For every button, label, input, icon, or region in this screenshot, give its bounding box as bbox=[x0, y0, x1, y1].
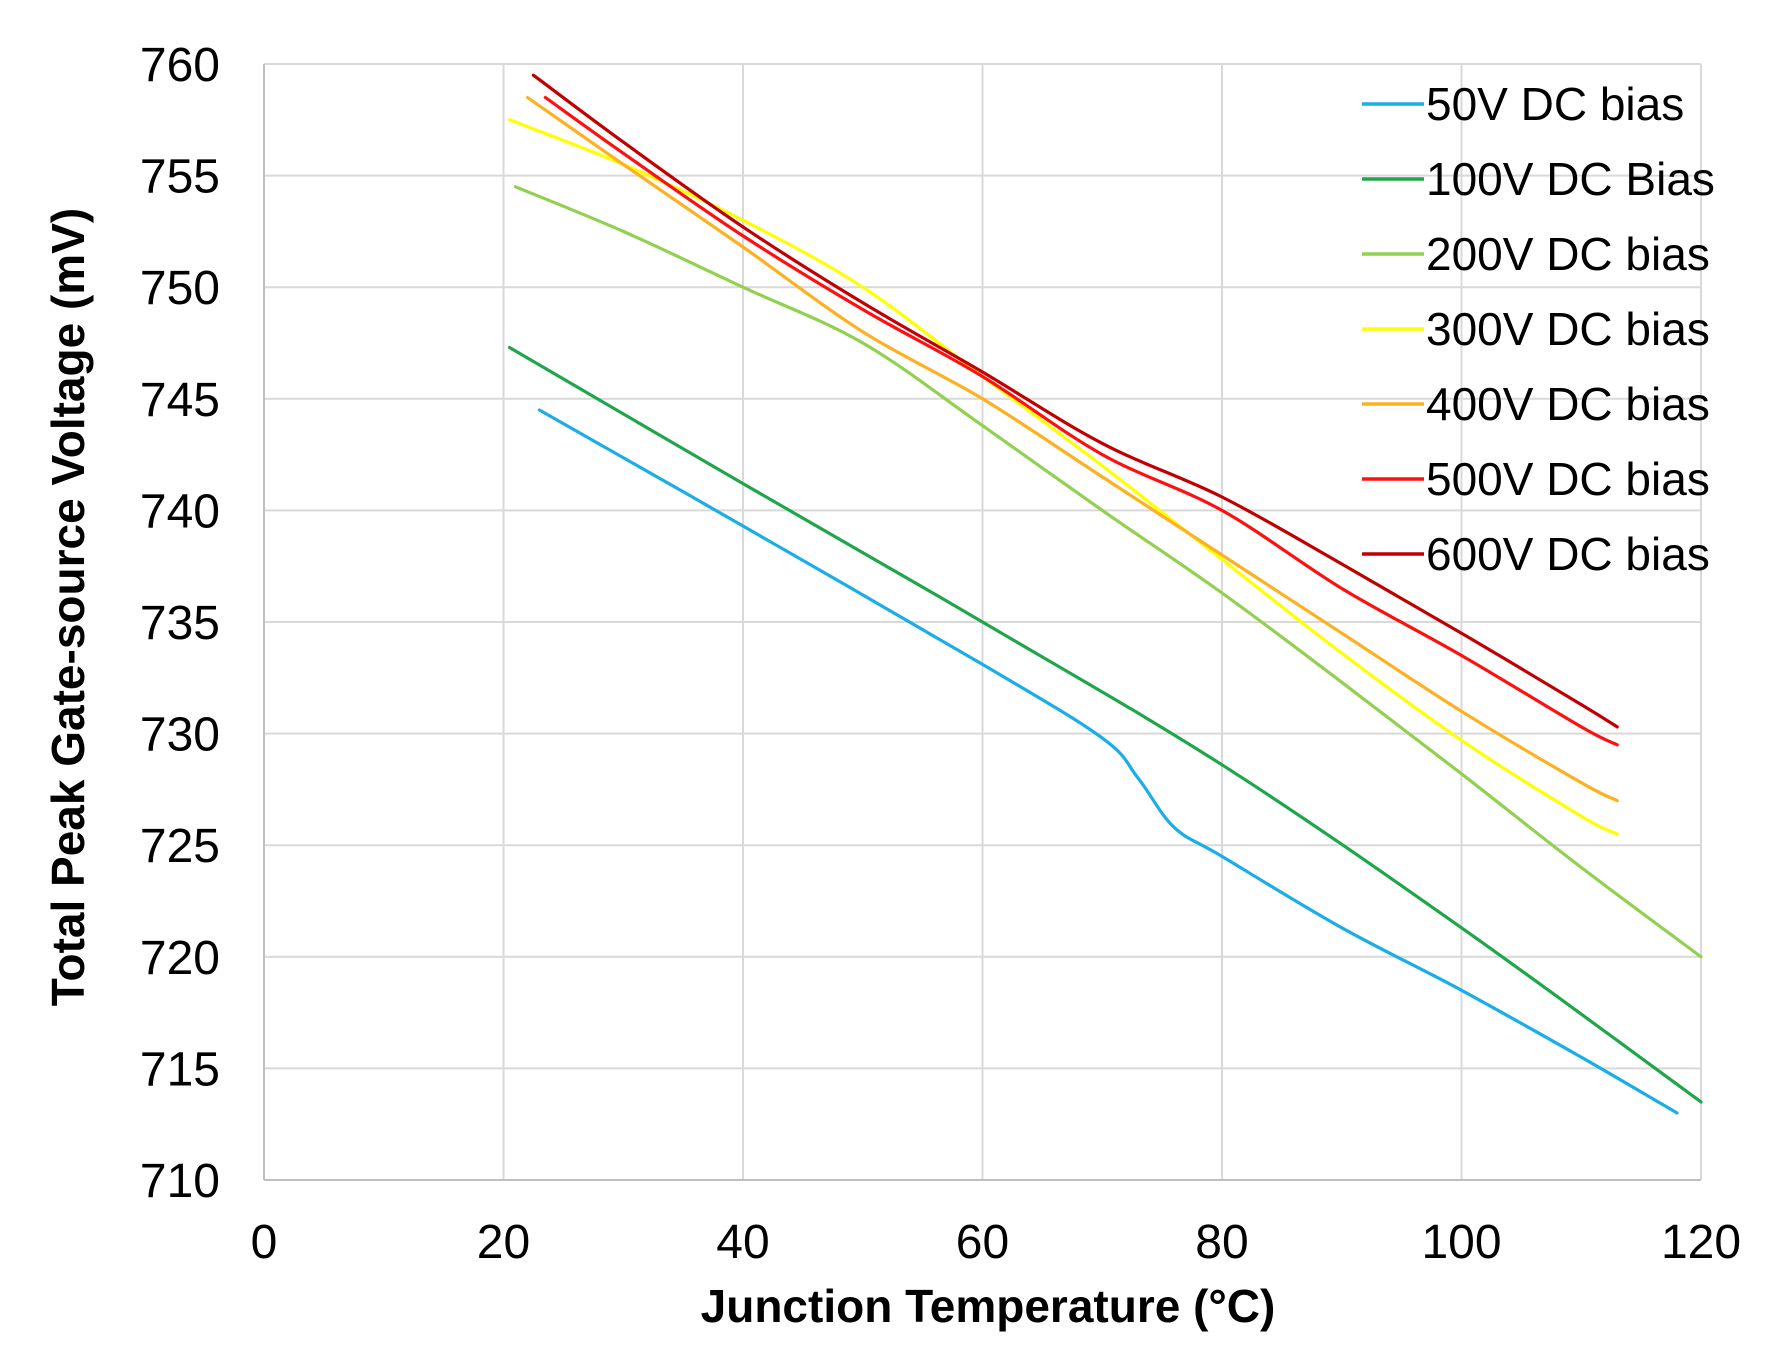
x-tick-label: 40 bbox=[716, 1216, 769, 1269]
y-tick-label: 710 bbox=[140, 1155, 220, 1208]
legend-label-50v-dc-bias: 50V DC bias bbox=[1426, 78, 1684, 130]
y-tick-label: 725 bbox=[140, 820, 220, 873]
y-tick-label: 750 bbox=[140, 262, 220, 315]
y-tick-label: 740 bbox=[140, 485, 220, 538]
legend-label-600v-dc-bias: 600V DC bias bbox=[1426, 528, 1710, 580]
legend-label-200v-dc-bias: 200V DC bias bbox=[1426, 228, 1710, 280]
y-tick-label: 730 bbox=[140, 709, 220, 762]
y-tick-label: 720 bbox=[140, 932, 220, 985]
x-axis-title: Junction Temperature (°C) bbox=[701, 1280, 1276, 1332]
y-tick-label: 760 bbox=[140, 39, 220, 92]
x-tick-label: 20 bbox=[477, 1216, 530, 1269]
x-tick-label: 80 bbox=[1195, 1216, 1248, 1269]
y-tick-label: 715 bbox=[140, 1043, 220, 1096]
series-lines bbox=[507, 73, 1703, 1115]
tick-labels: 710 715 720 725 730 735 740 745 750 755 760 0 20 40 60… bbox=[140, 39, 1741, 1269]
axes bbox=[263, 64, 1701, 1181]
legend-label-100v-dc-bias: 100V DC Bias bbox=[1426, 153, 1715, 205]
y-tick-label: 735 bbox=[140, 597, 220, 650]
legend: 50V DC bias 100V DC Bias 200V DC bias 300V … bbox=[1362, 78, 1715, 580]
series-line-500v-dc-bias bbox=[543, 95, 1619, 747]
legend-label-500v-dc-bias: 500V DC bias bbox=[1426, 453, 1710, 505]
y-axis-title: Total Peak Gate-source Voltage (mV) bbox=[42, 208, 94, 1006]
series-line-50v-dc-bias bbox=[537, 408, 1679, 1115]
series-line-600v-dc-bias bbox=[531, 73, 1619, 729]
x-tick-label: 120 bbox=[1661, 1216, 1741, 1269]
legend-label-400v-dc-bias: 400V DC bias bbox=[1426, 378, 1710, 430]
legend-label-300v-dc-bias: 300V DC bias bbox=[1426, 303, 1710, 355]
series-line-200v-dc-bias bbox=[513, 185, 1703, 959]
series-line-400v-dc-bias bbox=[525, 95, 1619, 803]
y-tick-label: 745 bbox=[140, 374, 220, 427]
series-line-100v-dc-bias bbox=[507, 345, 1703, 1104]
x-tick-label: 60 bbox=[956, 1216, 1009, 1269]
y-tick-label: 755 bbox=[140, 151, 220, 204]
x-tick-label: 100 bbox=[1421, 1216, 1501, 1269]
x-tick-label: 0 bbox=[251, 1216, 278, 1269]
